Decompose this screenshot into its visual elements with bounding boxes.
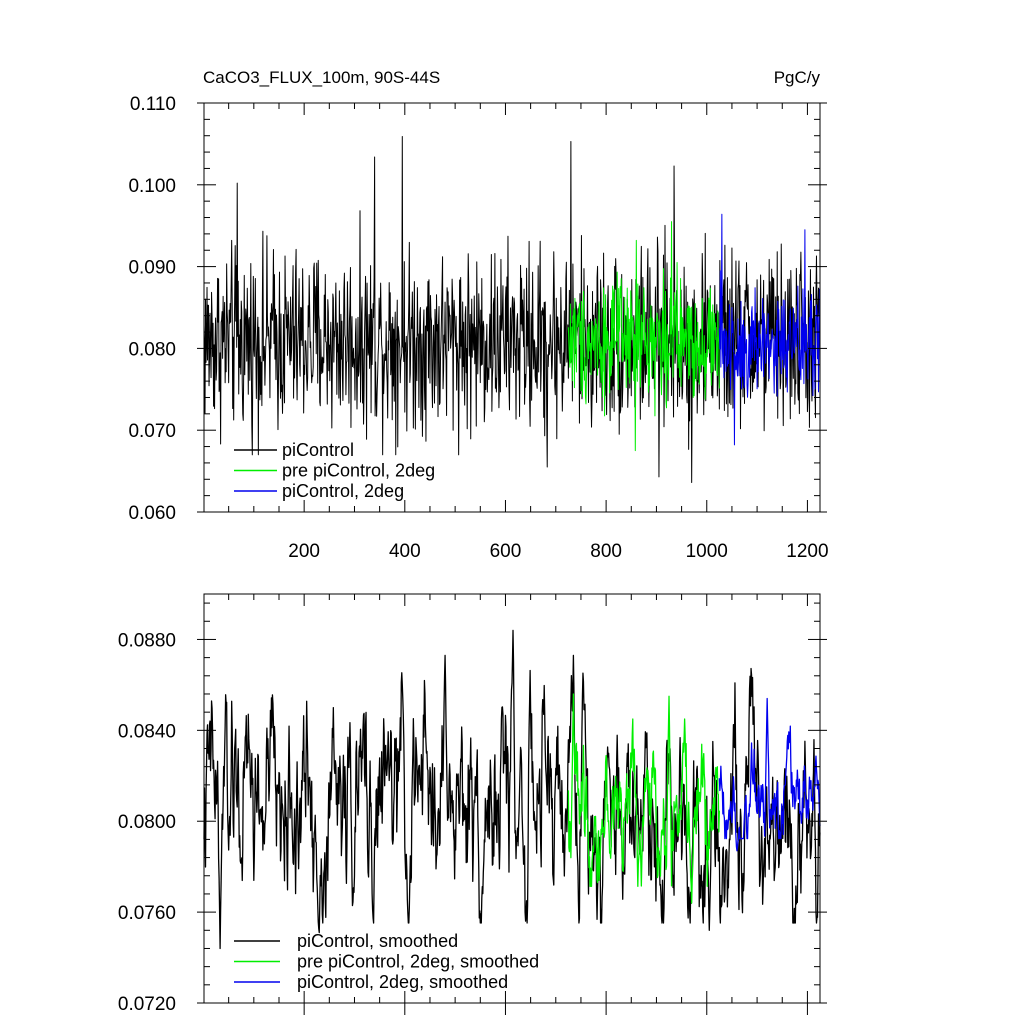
y-tick-label: 0.080 xyxy=(128,339,176,360)
y-tick-label: 0.0840 xyxy=(118,721,176,742)
series-line-3 xyxy=(718,697,821,852)
raw-panel-axes: 200 400 600 800 1000 1200 0.060 0.070 0.080 0.090… xyxy=(128,94,828,562)
x-tick-label: 1200 xyxy=(786,541,828,562)
plot-frame xyxy=(203,102,821,513)
y-tick-label: 0.110 xyxy=(130,94,176,115)
y-tick-label: 0.0880 xyxy=(118,630,176,651)
legend-label: piControl, smoothed xyxy=(297,931,458,951)
legend-label: piControl, 2deg, smoothed xyxy=(297,972,508,992)
series-line-2 xyxy=(567,693,720,904)
x-tick-label: 200 xyxy=(288,541,320,562)
x-tick-label: 400 xyxy=(389,541,421,562)
raw-series-lines xyxy=(203,136,821,484)
smoothed-series-lines xyxy=(203,629,821,950)
chart-title: CaCO3_FLUX_100m, 90S-44S xyxy=(203,68,440,87)
legend-label: piControl, 2deg xyxy=(282,481,404,501)
y-tick-label: 0.0760 xyxy=(118,903,176,924)
series-line-2 xyxy=(567,221,720,452)
y-tick-label: 0.070 xyxy=(128,421,176,442)
smoothed-flux-panel: 0.0720 0.0760 0.0800 0.0840 0.0880 piControl… xyxy=(118,593,827,1015)
series-line-1 xyxy=(203,136,821,484)
smoothed-panel-axes: 0.0720 0.0760 0.0800 0.0840 0.0880 xyxy=(118,593,827,1015)
series-line-1 xyxy=(203,629,821,950)
y-tick-label: 0.0720 xyxy=(118,994,176,1015)
y-tick-label: 0.090 xyxy=(128,258,176,279)
x-tick-label: 800 xyxy=(590,541,622,562)
raw-flux-panel: CaCO3_FLUX_100m, 90S-44S PgC/y 200 400 600… xyxy=(128,68,828,562)
x-tick-label: 1000 xyxy=(686,541,728,562)
plot-frame xyxy=(203,593,821,1004)
y-tick-label: 0.0800 xyxy=(118,812,176,833)
legend-label: piControl xyxy=(282,440,354,460)
legend-label: pre piControl, 2deg, smoothed xyxy=(297,952,539,972)
y-tick-label: 0.060 xyxy=(128,503,176,524)
series-line-3 xyxy=(718,213,821,446)
y-tick-label: 0.100 xyxy=(128,176,176,197)
legend-label: pre piControl, 2deg xyxy=(282,461,435,481)
units-label: PgC/y xyxy=(774,68,821,87)
x-tick-label: 600 xyxy=(490,541,522,562)
